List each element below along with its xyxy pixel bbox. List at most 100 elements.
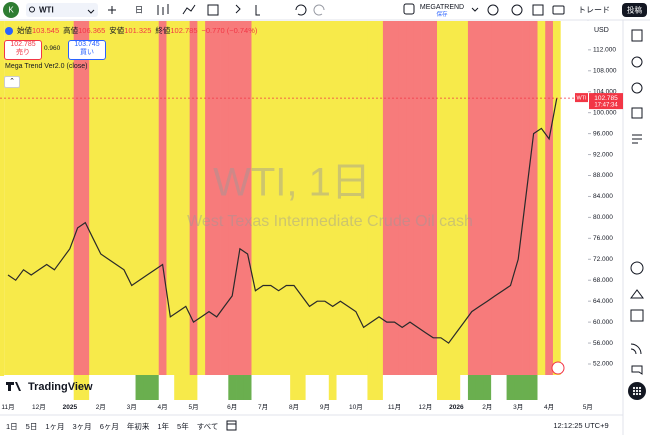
- trend-zone: [112, 21, 121, 376]
- signal-strip: [498, 375, 507, 400]
- watchlist-icon[interactable]: [631, 29, 643, 42]
- signal-strip: [127, 375, 136, 400]
- range-bar: 1日 5日 1ヶ月 3ヶ月 6ヶ月 年初来 1年 5年 すべて: [6, 421, 218, 432]
- signal-strip: [367, 375, 376, 400]
- x-tick-label: 2025: [63, 404, 78, 411]
- signal-strip: [73, 375, 82, 400]
- trend-zone: [181, 21, 191, 376]
- trend-zone: [321, 21, 330, 376]
- trend-zone: [437, 21, 446, 376]
- post-button[interactable]: [622, 3, 647, 17]
- range-button[interactable]: 1ヶ月: [45, 422, 65, 431]
- trend-zone: [236, 21, 245, 376]
- trade-button[interactable]: トレード: [578, 6, 610, 15]
- interval[interactable]: 日: [135, 6, 143, 15]
- chart-type-icon[interactable]: [157, 4, 169, 15]
- x-tick-label: 9月: [320, 403, 330, 411]
- notes-icon[interactable]: [632, 134, 642, 144]
- y-tick-label: 52.000: [593, 361, 613, 368]
- signal-strip: [58, 375, 67, 400]
- x-tick-label: 2026: [449, 404, 464, 411]
- trend-zone: [266, 21, 276, 376]
- trend-zone: [282, 21, 291, 376]
- triangle-icon[interactable]: [630, 289, 644, 299]
- signal-strip: [19, 375, 28, 400]
- apps-dots: [632, 386, 642, 396]
- alert-icon[interactable]: [235, 4, 241, 14]
- range-button[interactable]: 6ヶ月: [99, 422, 119, 431]
- range-button[interactable]: 3ヶ月: [72, 422, 92, 431]
- redo-icon[interactable]: [313, 4, 325, 16]
- signal-strip: [313, 375, 322, 400]
- range-button[interactable]: 1日: [6, 422, 18, 431]
- ohlc-value: 106.365: [78, 26, 106, 35]
- signal-strip: [189, 375, 198, 400]
- alerts-icon[interactable]: [631, 56, 643, 68]
- history-icon[interactable]: [631, 82, 643, 94]
- range-button[interactable]: 5日: [25, 422, 38, 431]
- signal-strip: [236, 375, 245, 400]
- buy-button[interactable]: 103.745 買い: [68, 40, 106, 60]
- replay-icon[interactable]: [255, 5, 260, 16]
- template-save[interactable]: 保存: [436, 10, 448, 18]
- signal-strip: [344, 375, 353, 400]
- trend-zone: [367, 21, 376, 376]
- range-button[interactable]: 年初来: [126, 422, 150, 431]
- sell-button[interactable]: 102.785 売り: [4, 40, 42, 60]
- trend-zone: [421, 21, 430, 376]
- ohlc-value: 101.325: [124, 26, 152, 35]
- collapse-button[interactable]: ⌃: [4, 76, 20, 88]
- fullscreen-icon[interactable]: [532, 4, 544, 16]
- undo-icon[interactable]: [295, 4, 307, 16]
- y-tick-label: 60.000: [593, 319, 613, 326]
- calendar-icon[interactable]: [631, 107, 643, 119]
- snapshot-icon[interactable]: [552, 5, 565, 15]
- symbol-search[interactable]: [26, 3, 98, 17]
- target-icon[interactable]: [630, 261, 644, 275]
- trend-zone: [390, 21, 399, 376]
- calendar-icon[interactable]: [630, 309, 644, 322]
- sell-label: 売り: [16, 49, 30, 56]
- trend-zone: [483, 21, 492, 376]
- feed-icon[interactable]: [630, 343, 642, 355]
- chat-icon[interactable]: [631, 365, 643, 375]
- buy-label: 買い: [80, 49, 94, 56]
- signal-strip: [568, 375, 577, 400]
- trend-zone: [328, 21, 337, 376]
- template-menu[interactable]: [471, 7, 479, 12]
- signal-strip: [491, 375, 500, 400]
- date-range-icon[interactable]: [226, 420, 237, 431]
- trend-zone: [42, 21, 51, 376]
- signal-strip: [382, 375, 392, 400]
- x-tick-label: 6月: [227, 403, 237, 411]
- range-button[interactable]: すべて: [196, 422, 219, 431]
- signal-strip: [197, 375, 206, 400]
- signal-strip: [552, 375, 562, 400]
- template-name[interactable]: MEGATREND: [420, 4, 464, 11]
- signal-strip: [537, 375, 546, 400]
- trend-zone: [460, 21, 469, 376]
- symbol-menu[interactable]: [87, 9, 95, 14]
- search-icon[interactable]: [487, 4, 499, 16]
- signal-strip: [297, 375, 307, 400]
- signal-strip: [406, 375, 415, 400]
- last-price-box: [589, 93, 623, 110]
- avatar[interactable]: [3, 2, 19, 18]
- settings-icon[interactable]: [511, 4, 523, 16]
- signal-strip: [576, 375, 585, 400]
- trend-zone: [467, 21, 477, 376]
- layout-icon[interactable]: [403, 3, 415, 15]
- indicators-icon[interactable]: [182, 4, 196, 15]
- trend-zone: [498, 21, 507, 376]
- compare-icon[interactable]: [108, 6, 116, 14]
- range-button[interactable]: 5年: [177, 422, 189, 431]
- alert-icon[interactable]: [551, 361, 565, 375]
- range-button[interactable]: 1年: [157, 422, 170, 431]
- templates-icon[interactable]: [207, 4, 219, 16]
- trend-zone: [413, 21, 422, 376]
- clock: 12:12:25 UTC+9: [553, 421, 608, 430]
- signal-strip: [174, 375, 183, 400]
- signal-strip: [158, 375, 167, 400]
- trend-zone: [537, 21, 546, 376]
